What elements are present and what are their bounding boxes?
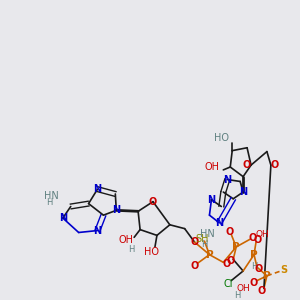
Text: H: H: [201, 239, 208, 248]
Text: O: O: [222, 259, 230, 269]
Text: H: H: [46, 198, 52, 207]
Text: N: N: [112, 205, 120, 215]
Text: N: N: [93, 226, 102, 236]
Text: O: O: [149, 197, 157, 207]
Text: N: N: [59, 213, 67, 223]
Text: P: P: [206, 250, 213, 260]
Text: O: O: [255, 264, 263, 274]
Text: O: O: [243, 160, 251, 170]
Text: OH: OH: [119, 235, 134, 245]
Text: S: S: [280, 265, 287, 275]
Text: OH: OH: [205, 162, 220, 172]
Text: O: O: [258, 286, 266, 296]
Text: O: O: [225, 227, 233, 238]
Text: H: H: [251, 262, 257, 271]
Text: OH: OH: [236, 284, 250, 293]
Text: P: P: [250, 250, 258, 260]
Text: O: O: [249, 233, 257, 243]
Text: HN: HN: [44, 191, 58, 201]
Text: N: N: [93, 184, 102, 194]
Text: HO: HO: [214, 133, 229, 143]
Text: O: O: [254, 235, 262, 245]
Text: Cl: Cl: [224, 278, 233, 289]
Text: SH: SH: [196, 234, 209, 244]
Text: HO: HO: [145, 247, 160, 257]
Text: O: O: [226, 256, 234, 266]
Text: P: P: [232, 242, 240, 252]
Text: O: O: [250, 278, 258, 288]
Text: H: H: [234, 291, 240, 300]
Text: HN: HN: [200, 230, 215, 239]
Text: H: H: [128, 245, 134, 254]
Text: O: O: [190, 237, 199, 247]
Text: N: N: [239, 187, 247, 197]
Text: N: N: [223, 175, 231, 184]
Text: O: O: [190, 261, 199, 271]
Text: N: N: [207, 195, 215, 205]
Text: P: P: [263, 271, 271, 281]
Text: N: N: [215, 218, 223, 228]
Text: O: O: [271, 160, 279, 170]
Text: OH: OH: [255, 230, 269, 239]
